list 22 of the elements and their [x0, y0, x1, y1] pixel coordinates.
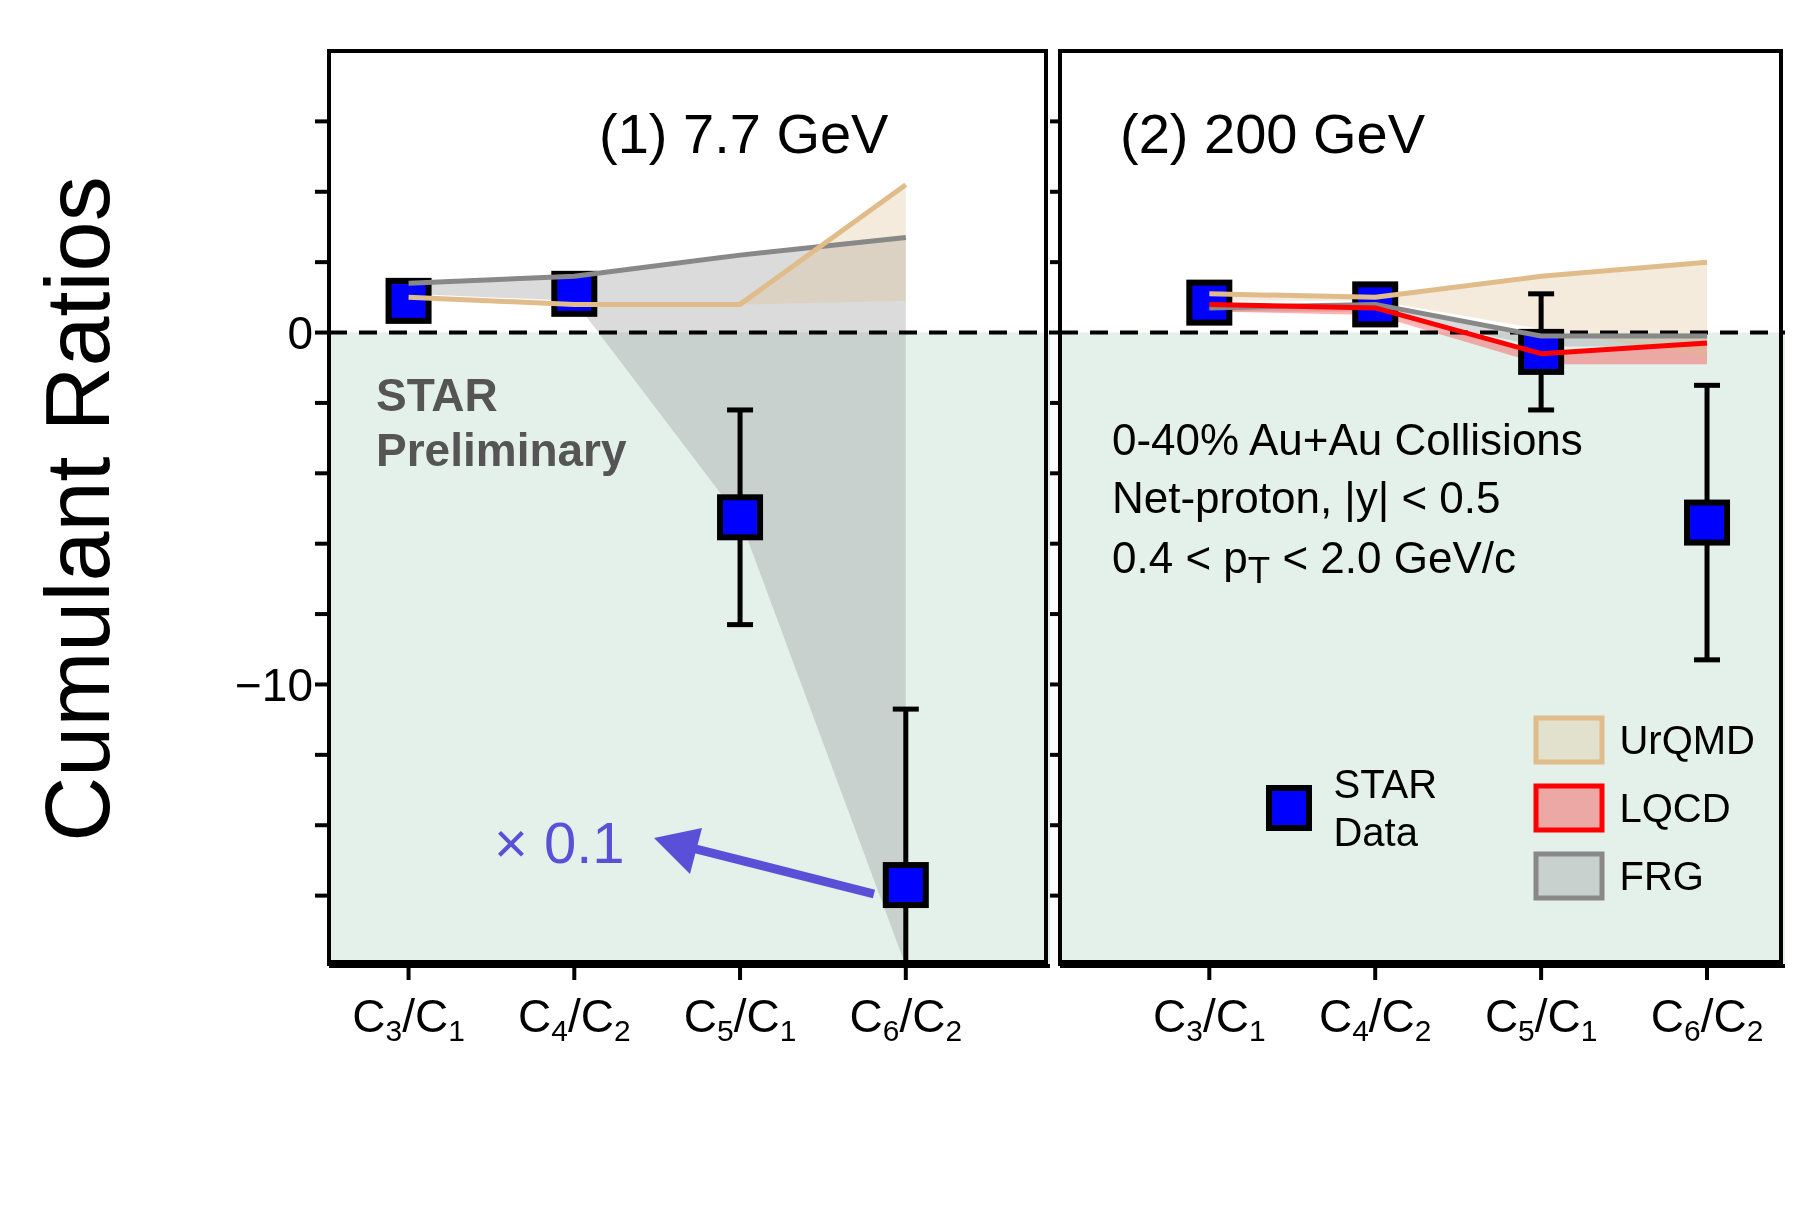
- annotation: STAR Preliminary: [376, 368, 628, 479]
- annotation: × 0.1: [494, 809, 626, 877]
- text: (1) 7.7 GeV: [599, 101, 889, 166]
- y-tick-label: 0: [287, 306, 313, 359]
- x-tick-label: C$_{3}$/C$_{1}$: [352, 990, 465, 1047]
- annotation: 0-40% Au+Au Collisions: [1112, 414, 1584, 466]
- x-tick-label: C$_{4}$/C$_{2}$: [1318, 990, 1432, 1047]
- annotation: 0.4 < p$_{T}$ < 2.0 GeV/c: [1112, 532, 1517, 593]
- legend-label: FRG: [1619, 853, 1704, 899]
- x-tick-label: C$_{4}$/C$_{2}$: [518, 990, 631, 1047]
- x-tick-label: C$_{5}$/C$_{1}$: [683, 990, 797, 1047]
- y-axis-title: Cumulant Ratios: [26, 175, 129, 842]
- x-tick-label: C$_{6}$/C$_{2}$: [849, 990, 963, 1047]
- y-tick-label: −10: [234, 658, 313, 711]
- x-tick-label: C$_{6}$/C$_{2}$: [1650, 990, 1764, 1047]
- legend-label: UrQMD: [1619, 717, 1755, 763]
- legend-label: LQCD: [1619, 785, 1731, 831]
- legend-label: STAR Data: [1333, 761, 1439, 856]
- annotation: Net-proton, |y| < 0.5: [1112, 472, 1502, 524]
- x-tick-label: C$_{3}$/C$_{1}$: [1153, 990, 1266, 1047]
- x-tick-label: C$_{5}$/C$_{1}$: [1484, 990, 1598, 1047]
- text: (2) 200 GeV: [1120, 101, 1426, 166]
